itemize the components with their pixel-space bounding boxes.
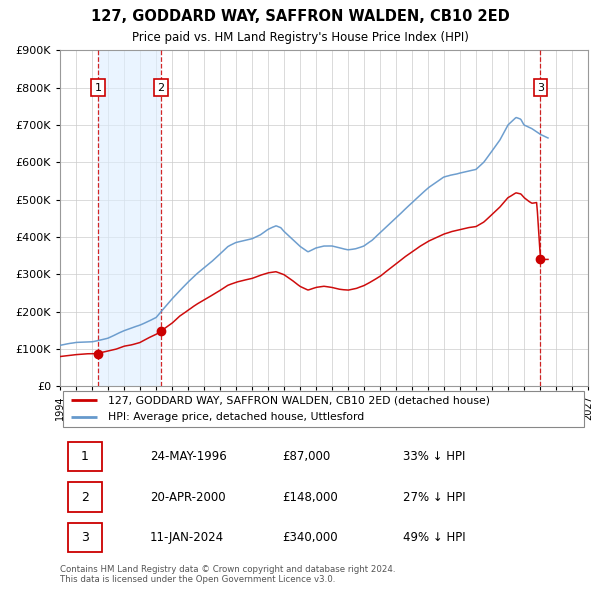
Text: 27% ↓ HPI: 27% ↓ HPI: [403, 490, 466, 504]
Text: £148,000: £148,000: [282, 490, 338, 504]
Text: Contains HM Land Registry data © Crown copyright and database right 2024.
This d: Contains HM Land Registry data © Crown c…: [60, 565, 395, 584]
Text: 3: 3: [81, 531, 89, 544]
Text: 3: 3: [537, 83, 544, 93]
Bar: [98, 50, 161, 386]
Text: 20-APR-2000: 20-APR-2000: [150, 490, 226, 504]
Text: 1: 1: [81, 450, 89, 463]
Text: 49% ↓ HPI: 49% ↓ HPI: [403, 531, 466, 544]
Text: 1: 1: [95, 83, 101, 93]
FancyBboxPatch shape: [68, 442, 102, 471]
FancyBboxPatch shape: [68, 523, 102, 552]
Text: 24-MAY-1996: 24-MAY-1996: [150, 450, 227, 463]
FancyBboxPatch shape: [62, 391, 584, 427]
Text: HPI: Average price, detached house, Uttlesford: HPI: Average price, detached house, Uttl…: [107, 412, 364, 422]
Text: Price paid vs. HM Land Registry's House Price Index (HPI): Price paid vs. HM Land Registry's House …: [131, 31, 469, 44]
FancyBboxPatch shape: [68, 483, 102, 512]
Text: 127, GODDARD WAY, SAFFRON WALDEN, CB10 2ED (detached house): 127, GODDARD WAY, SAFFRON WALDEN, CB10 2…: [107, 395, 490, 405]
Text: 2: 2: [157, 83, 164, 93]
Text: 2: 2: [81, 490, 89, 504]
Text: 127, GODDARD WAY, SAFFRON WALDEN, CB10 2ED: 127, GODDARD WAY, SAFFRON WALDEN, CB10 2…: [91, 9, 509, 24]
Text: 11-JAN-2024: 11-JAN-2024: [150, 531, 224, 544]
Text: 33% ↓ HPI: 33% ↓ HPI: [403, 450, 466, 463]
Text: £340,000: £340,000: [282, 531, 337, 544]
Text: £87,000: £87,000: [282, 450, 330, 463]
